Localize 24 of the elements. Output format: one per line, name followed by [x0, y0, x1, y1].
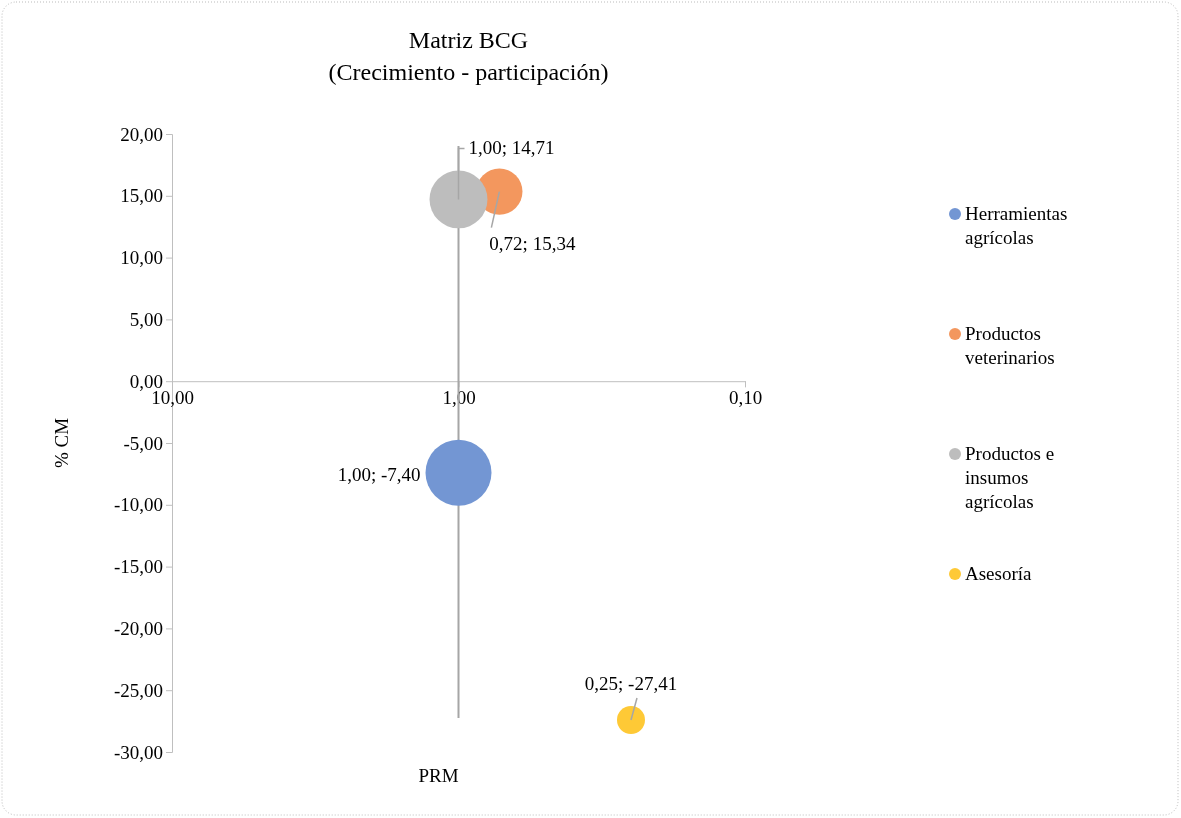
legend-label: Herramientas agrícolas: [965, 203, 1068, 248]
y-tick-label: -20,00: [113, 617, 163, 639]
y-tick-label: -25,00: [113, 679, 163, 701]
chart-subtitle: (Crecimiento - participación): [328, 59, 609, 85]
y-tick-label: -30,00: [113, 741, 163, 763]
data-label: 1,00; -7,40: [337, 463, 421, 485]
y-axis-title: % CM: [51, 417, 72, 469]
y-tick-label: 10,00: [120, 247, 163, 269]
y-tick-label: -10,00: [113, 494, 163, 516]
legend-label: Productos veterinarios: [965, 323, 1055, 368]
y-tick-label: 0,00: [129, 370, 163, 392]
x-axis-title: PRM: [418, 765, 459, 786]
chart-title: Matriz BCG: [408, 27, 529, 53]
legend-label: Productos e insumos agrícolas: [965, 443, 1055, 512]
y-tick-label: 5,00: [129, 308, 163, 330]
y-tick-label: -15,00: [113, 556, 163, 578]
data-label: 1,00; 14,71: [468, 137, 555, 159]
x-tick-label: 0,10: [728, 386, 763, 408]
y-tick-label: 20,00: [120, 123, 163, 145]
data-label: 0,72; 15,34: [489, 232, 576, 254]
y-tick-label: -5,00: [123, 432, 163, 454]
legend-label: Asesoría: [965, 563, 1033, 584]
data-label: 0,25; -27,41: [584, 672, 678, 694]
y-tick-label: 15,00: [120, 185, 163, 207]
